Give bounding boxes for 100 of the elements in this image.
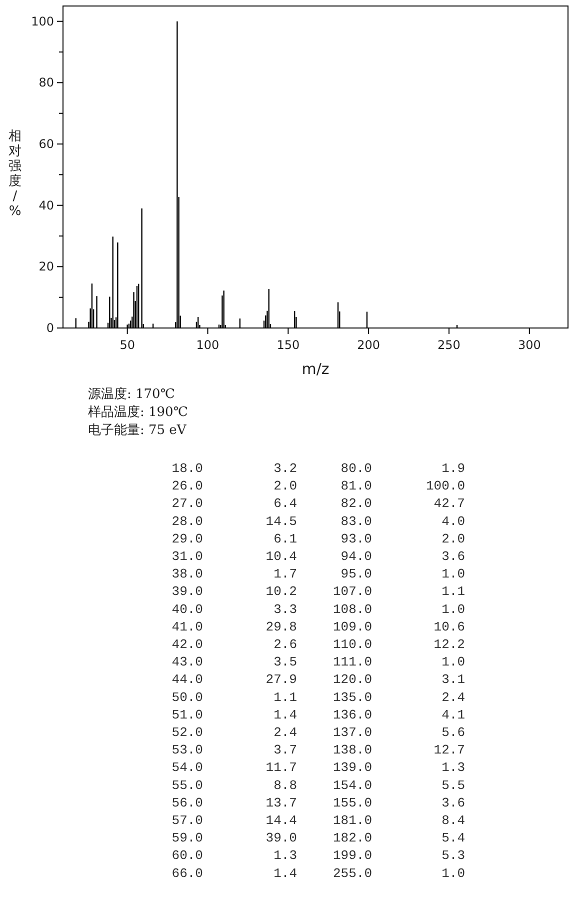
text: 1.4 (274, 707, 298, 722)
text: 4.0 (442, 514, 465, 529)
text: 40.0 (172, 602, 203, 617)
text: 14.4 (266, 813, 298, 828)
text: 14.5 (266, 514, 297, 529)
text: 138.0 (332, 742, 372, 758)
text: 12.7 (434, 742, 465, 758)
text: 57.0 (172, 813, 203, 828)
text: 4.1 (442, 707, 466, 722)
text: 2.4 (442, 690, 466, 705)
text: 29.8 (266, 619, 297, 634)
text: 44.0 (172, 672, 203, 688)
text: 2.0 (274, 478, 297, 494)
text: 源温度: 170℃ (88, 386, 175, 402)
text: 255.0 (332, 866, 372, 881)
text: 95.0 (340, 566, 372, 582)
text: 31.0 (172, 549, 203, 564)
text: 26.0 (172, 478, 203, 494)
y-tick-label: 0 (46, 321, 54, 335)
text: 38.0 (172, 566, 203, 582)
y-tick-label: 100 (31, 14, 54, 28)
text: 136.0 (332, 707, 372, 722)
y-tick-label: 80 (38, 76, 54, 90)
text: 3.7 (274, 742, 297, 758)
text: 53.0 (172, 742, 203, 758)
text: 80.0 (340, 461, 372, 476)
text: 181.0 (332, 813, 372, 828)
text: 120.0 (332, 672, 372, 688)
text: 199.0 (332, 848, 372, 864)
text: 51.0 (172, 707, 203, 722)
x-tick-label: 300 (518, 338, 541, 352)
text: 155.0 (332, 795, 372, 810)
text: 6.4 (274, 496, 298, 512)
text: 3.1 (442, 672, 466, 688)
text: 2.0 (442, 531, 465, 546)
text: 56.0 (172, 795, 203, 810)
x-tick-label: 200 (357, 338, 380, 352)
text: 1.3 (442, 760, 465, 776)
text: 8.4 (442, 813, 466, 828)
text: 1.3 (274, 848, 297, 864)
text: 3.6 (442, 549, 465, 564)
text: 59.0 (172, 830, 203, 846)
text: 1.0 (442, 602, 465, 617)
text: 5.4 (442, 830, 466, 846)
text: 10.6 (434, 619, 465, 634)
text: 电子能量: 75 eV (88, 423, 187, 438)
text: 42.7 (434, 496, 465, 512)
text: 182.0 (332, 830, 372, 846)
text: 1.0 (442, 566, 465, 582)
text: 94.0 (340, 549, 372, 564)
text: 43.0 (172, 654, 203, 670)
text: 样品温度: 190℃ (88, 404, 188, 420)
text: 10.2 (266, 584, 297, 600)
x-tick-label: 250 (438, 338, 460, 352)
y-tick-label: 40 (38, 198, 54, 212)
text: 27.0 (172, 496, 203, 512)
text: 10.4 (266, 549, 298, 564)
text: 41.0 (172, 619, 203, 634)
text: 55.0 (172, 778, 203, 793)
text: 27.9 (266, 672, 297, 688)
text: 81.0 (340, 478, 372, 494)
text: 1.0 (442, 866, 465, 881)
text: 13.7 (266, 795, 297, 810)
text: 3.6 (442, 795, 465, 810)
text: 29.0 (172, 531, 203, 546)
text: 1.7 (274, 566, 297, 582)
text: 1.4 (274, 866, 298, 881)
text: 111.0 (332, 654, 372, 670)
text: 83.0 (340, 514, 372, 529)
text: 42.0 (172, 637, 203, 652)
text: 50.0 (172, 690, 203, 705)
x-tick-label: 100 (196, 338, 220, 352)
text: 137.0 (332, 725, 372, 740)
text: 39.0 (266, 830, 297, 846)
text: 1.0 (442, 654, 465, 670)
text: 18.0 (172, 461, 203, 476)
x-tick-label: 150 (276, 338, 300, 352)
text: 2.4 (274, 725, 298, 740)
text: 6.1 (274, 531, 298, 546)
text: 5.3 (442, 848, 465, 864)
text: 135.0 (332, 690, 372, 705)
text: 3.3 (274, 602, 297, 617)
text: 28.0 (172, 514, 203, 529)
y-tick-label: 60 (38, 137, 54, 151)
y-axis-title: 相对强度/% (8, 129, 22, 219)
x-tick-label: 50 (120, 338, 135, 352)
text: 5.6 (442, 725, 465, 740)
y-tick-label: 20 (38, 260, 54, 274)
text: 54.0 (172, 760, 203, 776)
text: 3.5 (274, 654, 297, 670)
text: 8.8 (274, 778, 297, 793)
text: 82.0 (340, 496, 372, 512)
text: 110.0 (332, 637, 372, 652)
text: 1.9 (442, 461, 465, 476)
text: 3.2 (274, 461, 297, 476)
text: 1.1 (274, 690, 298, 705)
text: 52.0 (172, 725, 203, 740)
text: 2.6 (274, 637, 297, 652)
text: 139.0 (332, 760, 372, 776)
text: 60.0 (172, 848, 203, 864)
